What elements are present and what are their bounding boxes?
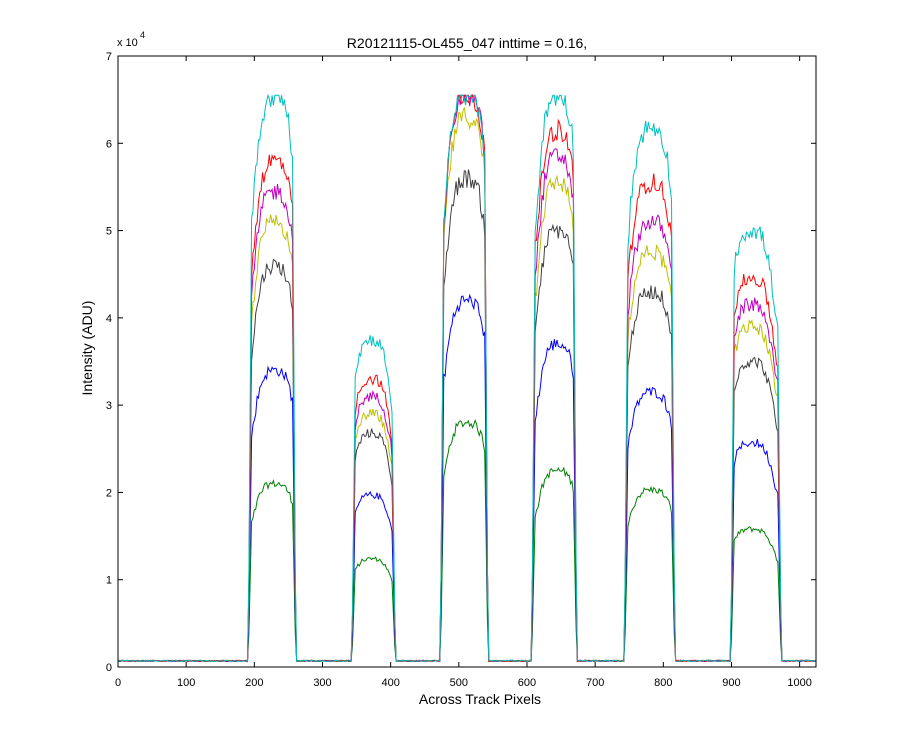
series-line-7	[117, 93, 817, 663]
chart-title: R20121115-OL455_047 inttime = 0.16,	[347, 35, 587, 51]
y-tick-label: 2	[106, 487, 112, 499]
tick-layer: 0 100 200 300 400 500 600 700 800 900 1000 0 1 2 3 4 5 6 7	[106, 51, 816, 689]
series-line-6	[117, 93, 817, 663]
x-tick-label: 600	[518, 677, 536, 689]
y-tick-label: 7	[106, 51, 112, 63]
x-axis-title: Across Track Pixels	[419, 691, 541, 707]
y-tick-label: 1	[106, 575, 112, 587]
series-line-2	[117, 293, 816, 663]
y-axis-exponent-power: 4	[140, 30, 145, 40]
y-tick-label: 6	[106, 138, 112, 150]
x-tick-label: 100	[177, 677, 195, 689]
series-line-1	[117, 418, 817, 663]
y-axis-exponent-label: x 10	[117, 37, 138, 49]
x-tick-label: 1000	[787, 677, 811, 689]
x-tick-label: 400	[381, 677, 399, 689]
y-tick-label: 5	[106, 226, 112, 238]
x-tick-label: 500	[450, 677, 468, 689]
series-line-4	[117, 107, 817, 663]
y-tick-label: 0	[106, 662, 112, 674]
x-tick-label: 700	[586, 677, 604, 689]
y-axis-title: Intensity (ADU)	[79, 301, 95, 396]
series-line-5	[117, 94, 817, 663]
x-tick-label: 900	[722, 677, 740, 689]
x-tick-label: 300	[313, 677, 331, 689]
x-tick-label: 0	[115, 677, 121, 689]
y-tick-label: 4	[106, 313, 112, 325]
x-tick-label: 200	[245, 677, 263, 689]
series-layer	[117, 93, 817, 663]
series-line-3	[117, 169, 817, 663]
x-tick-label: 800	[654, 677, 672, 689]
plot-area-frame	[117, 55, 817, 668]
y-tick-label: 3	[106, 400, 112, 412]
